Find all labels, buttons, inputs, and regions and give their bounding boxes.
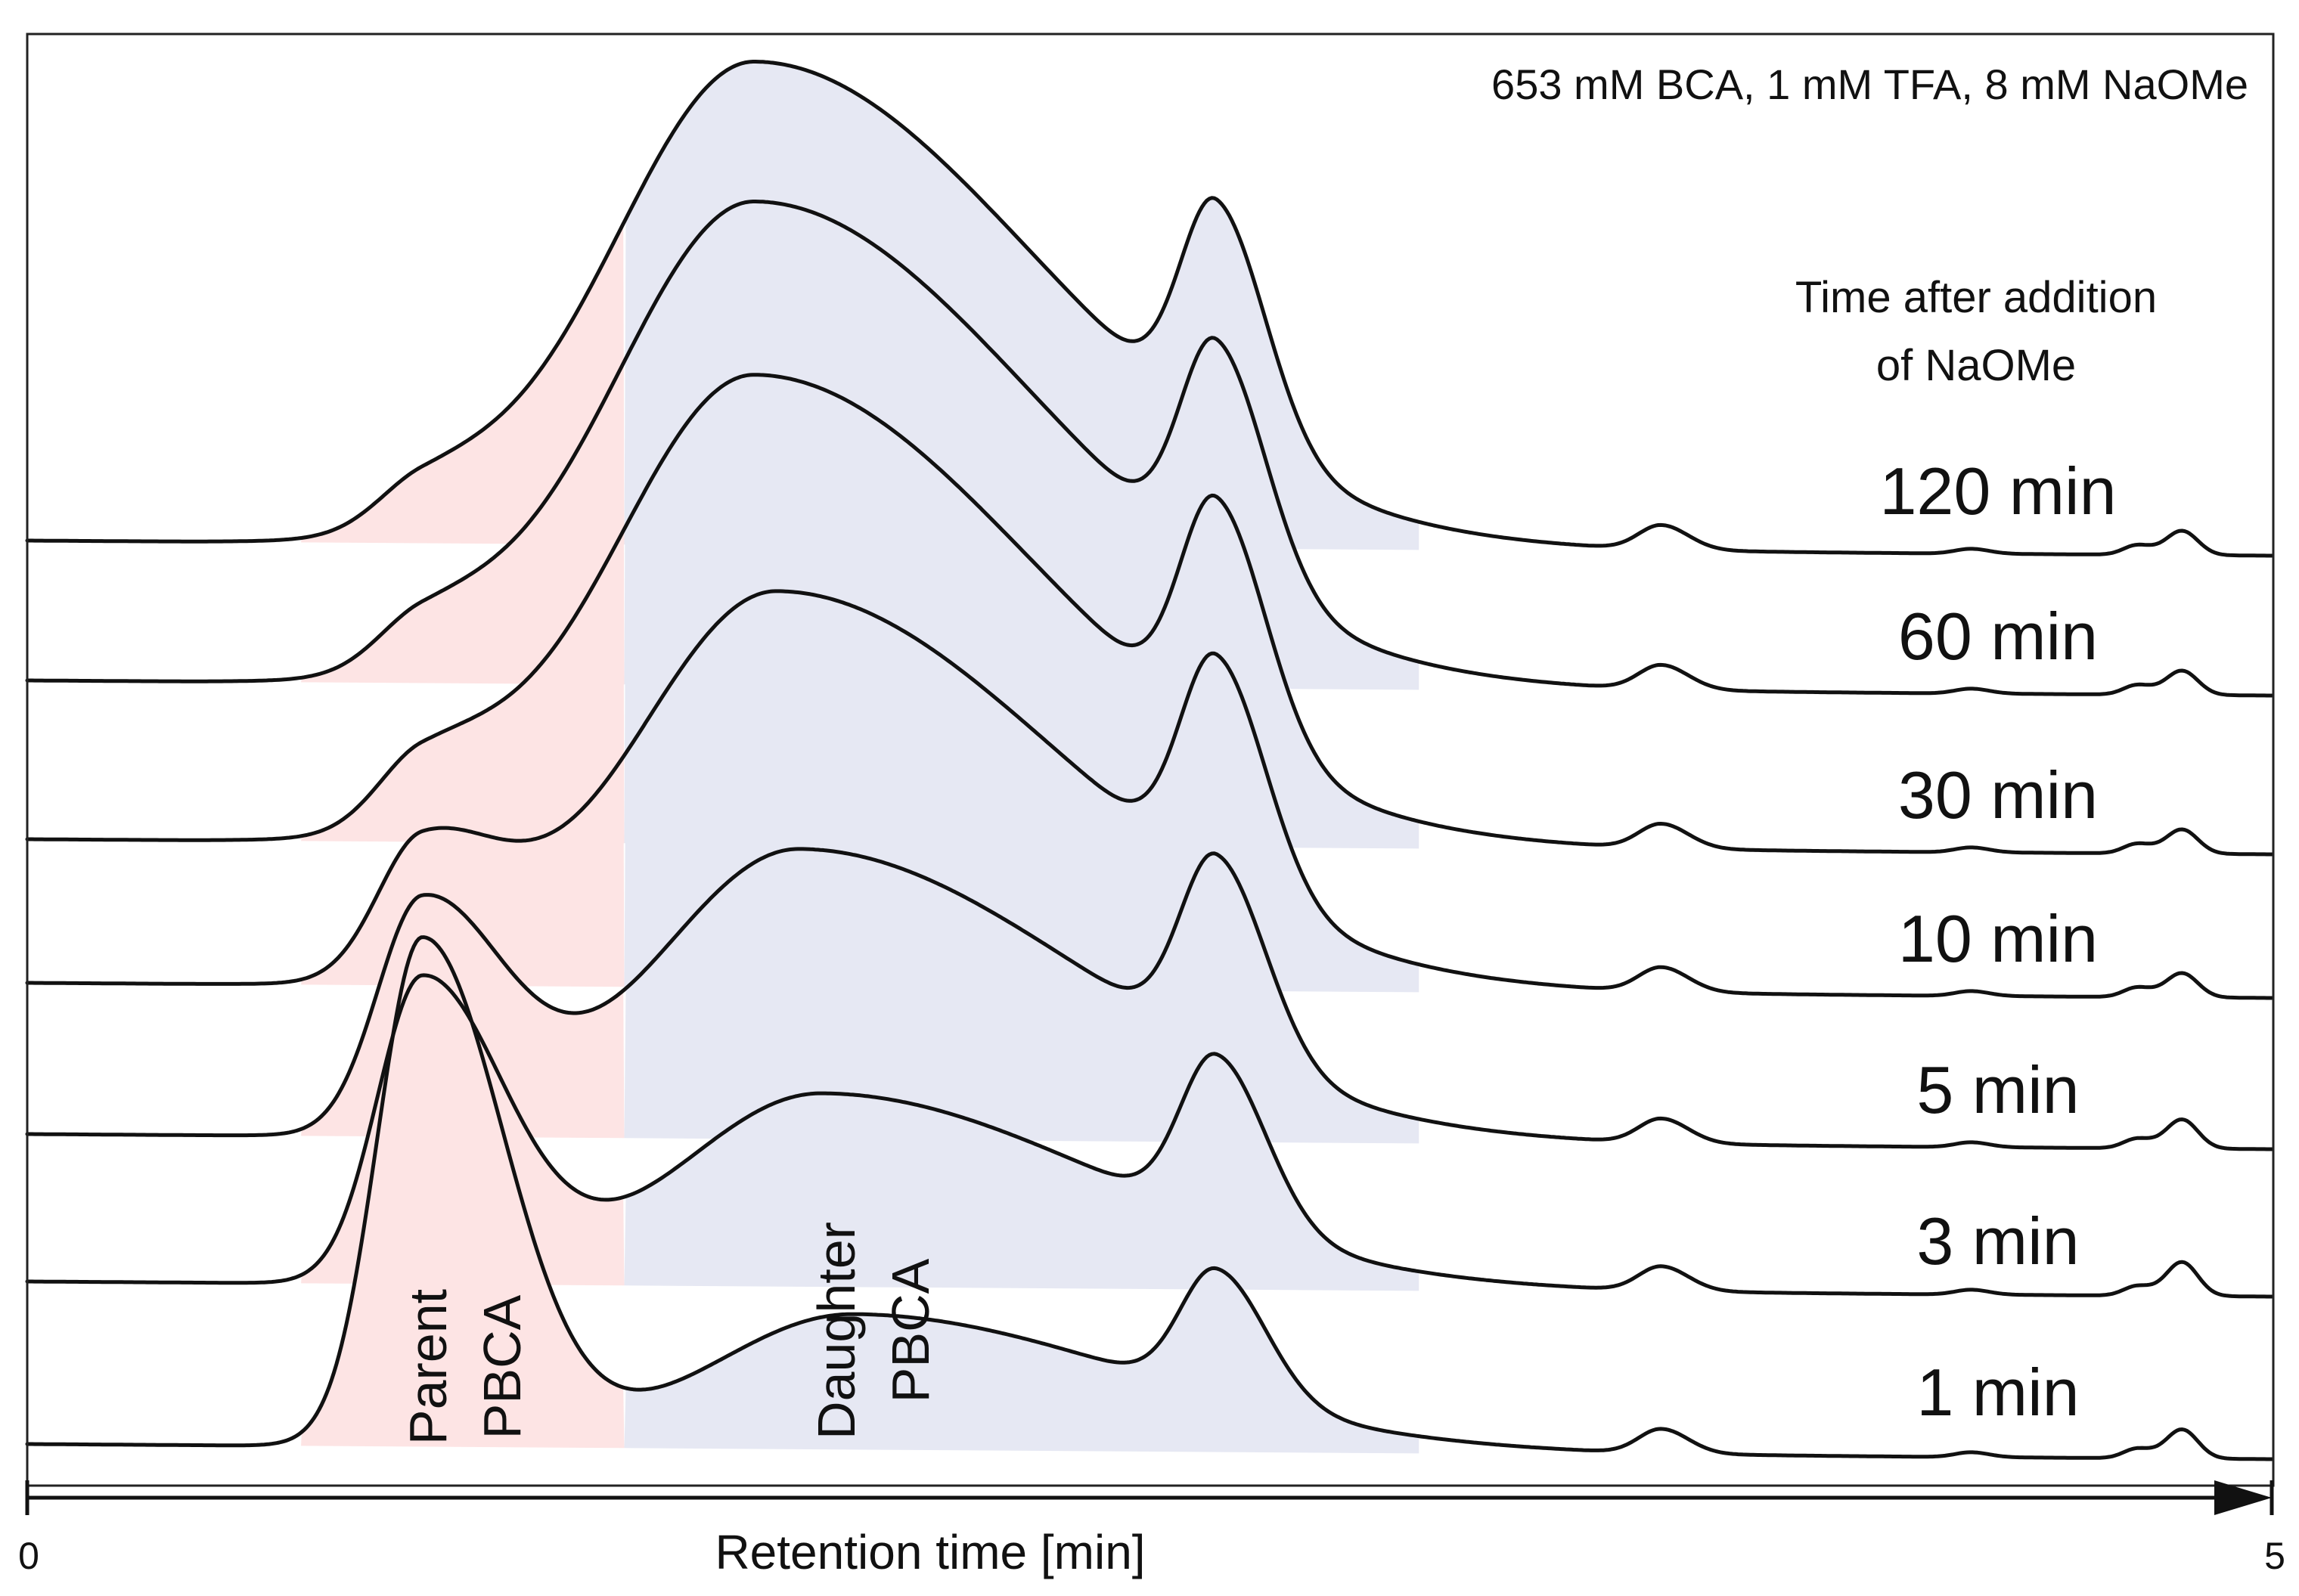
parent-region-fill [301,223,625,545]
trace-label-30-min: 30 min [1898,758,2098,832]
region-fills [301,61,1419,1454]
daughter-region-fill [624,61,1419,550]
chart-title: 653 mM BCA, 1 mM TFA, 8 mM NaOMe [1491,60,2248,108]
trace-120-min [25,60,2274,558]
daughter-label-line-1: Daughter [807,1222,866,1439]
trace-label-3-min: 3 min [1916,1204,2079,1278]
trace-label-60-min: 60 min [1898,599,2098,674]
x-tick-0: 0 [18,1535,39,1577]
trace-label-120-min: 120 min [1879,454,2116,528]
trace-1-min [25,935,2274,1461]
legend-title-line-2: of NaOMe [1876,341,2076,390]
trace-60-min [25,200,2274,698]
traces [25,60,2274,1461]
trace-3-min [25,973,2274,1299]
x-axis-label: Retention time [min] [715,1525,1145,1579]
trace-10-min [25,589,2274,1000]
legend-title-line-1: Time after addition [1795,273,2157,322]
trace-5-min [25,847,2274,1151]
daughter-label-line-2: PBCA [881,1258,940,1402]
x-axis-arrowhead [2214,1480,2272,1515]
parent-label-line-1: Parent [399,1289,458,1445]
daughter-region-fill [624,1268,1419,1454]
trace-label-5-min: 5 min [1916,1052,2079,1127]
parent-region-fill [301,757,625,987]
plot-frame [26,33,2275,1487]
trace-labels: 1 min 3 min 5 min 10 min 30 min 60 min 120 min [1879,454,2116,1430]
trace-30-min [25,373,2274,857]
parent-region-fill [301,531,625,844]
parent-label-line-2: PBCA [473,1294,532,1439]
parent-region-fill [301,363,625,685]
trace-label-1-min: 1 min [1916,1355,2079,1430]
trace-label-10-min: 10 min [1898,901,2098,976]
x-tick-5: 5 [2264,1535,2285,1577]
